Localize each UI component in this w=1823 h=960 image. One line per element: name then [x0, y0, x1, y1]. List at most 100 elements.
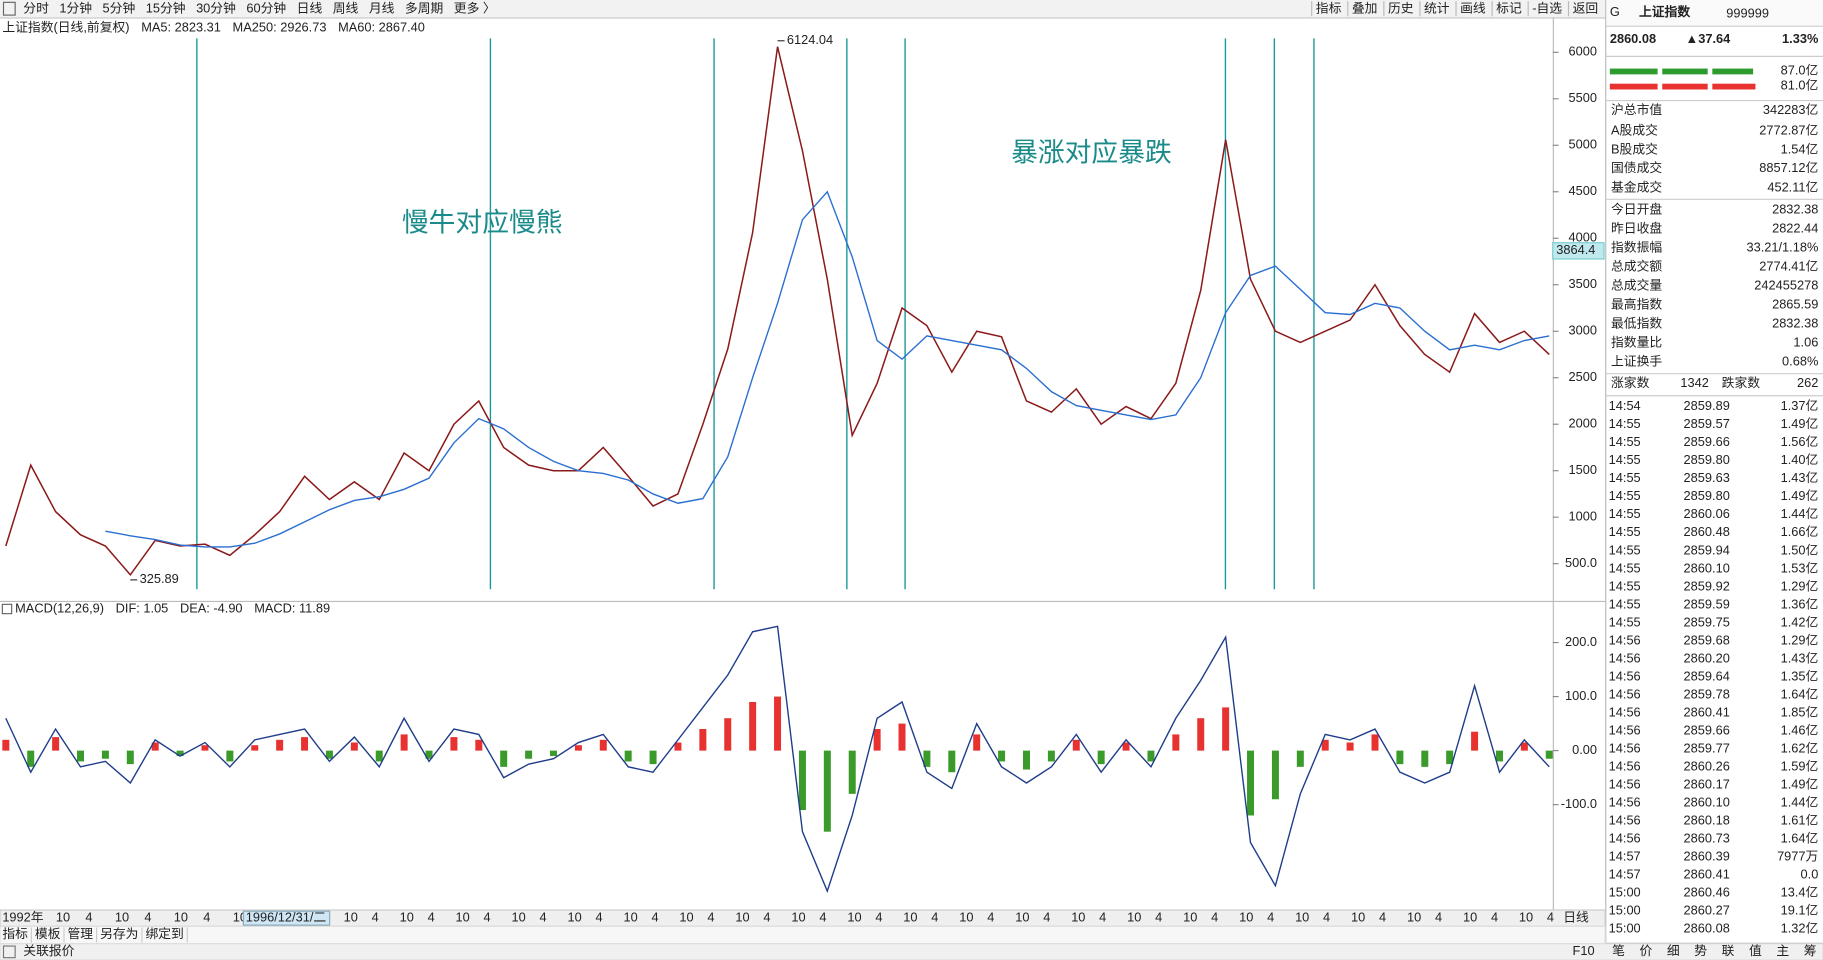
tick-price: 2860.41 [1684, 867, 1730, 882]
period-tab[interactable]: 5分钟 [103, 1, 136, 16]
macd-bar [77, 750, 85, 762]
tool-button[interactable]: 历史 [1388, 1, 1414, 16]
stat-value: 452.11亿 [1767, 180, 1818, 195]
macd-bar [898, 723, 906, 751]
tick-volume: 1.59亿 [1781, 758, 1819, 773]
period-tab[interactable]: 30分钟 [196, 1, 236, 16]
tick-volume: 1.49亿 [1781, 488, 1819, 503]
x-tick-label: 10 [791, 910, 805, 925]
tick-time: 14:56 [1609, 831, 1641, 846]
bottom-tab[interactable]: 管理 [67, 926, 93, 941]
macd-bar [1520, 742, 1528, 751]
macd-bar [1446, 750, 1454, 765]
y-tick-label: 4000 [1569, 230, 1597, 245]
y-tick-label: 5000 [1569, 137, 1597, 152]
macd-bar [1147, 750, 1155, 762]
x-tick-label: 4 [1211, 910, 1218, 925]
macd-bar [1296, 750, 1304, 767]
status-key[interactable]: F10 [1573, 943, 1595, 958]
flow-label: 87.0亿 [1781, 62, 1819, 77]
tool-button[interactable]: 标记 [1496, 1, 1522, 16]
period-tab[interactable]: 60分钟 [246, 1, 286, 16]
toolbar-icon[interactable] [2, 1, 16, 16]
bottom-tab[interactable]: 另存为 [100, 926, 138, 941]
period-tab[interactable]: 1分钟 [59, 1, 92, 16]
macd-bar [375, 750, 383, 762]
breadth-label: 涨家数 [1611, 375, 1650, 390]
tick-time: 14:54 [1609, 398, 1641, 413]
stat-label: 指数量比 [1611, 334, 1662, 349]
x-tick-label: 4 [1099, 910, 1106, 925]
quote-price: 2860.08 [1610, 31, 1656, 46]
indicator: MA5: 2823.31 [141, 19, 221, 34]
tool-button[interactable]: 叠加 [1352, 1, 1378, 16]
tool-button[interactable]: 统计 [1424, 1, 1450, 16]
macd-icon [1, 603, 13, 615]
x-tick-label: 10 [1183, 910, 1197, 925]
tool-button[interactable]: 返回 [1573, 1, 1599, 16]
macd-bar [201, 745, 209, 751]
tick-volume: 1.43亿 [1781, 650, 1819, 665]
macd-bar [301, 737, 309, 751]
stat-label: 沪总市值 [1611, 102, 1662, 117]
tick-price: 2859.78 [1684, 686, 1730, 701]
tool-button[interactable]: 指标 [1316, 1, 1342, 16]
tick-volume: 1.44亿 [1781, 506, 1819, 521]
tick-volume: 13.4亿 [1781, 885, 1819, 900]
tick-volume: 0.0 [1801, 867, 1819, 882]
x-tick-label: 10 [903, 910, 917, 925]
tool-button[interactable]: 画线 [1460, 1, 1486, 16]
y-tick-label: 200.0 [1565, 634, 1597, 649]
quote-tab[interactable]: 笔 [1612, 943, 1625, 958]
bottom-tab[interactable]: 绑定到 [145, 926, 183, 941]
bottom-tab[interactable]: 指标 [2, 926, 28, 941]
tick-volume: 1.37亿 [1781, 398, 1819, 413]
macd-bar [251, 745, 259, 751]
y-tick-label: 6000 [1569, 44, 1597, 59]
tick-time: 14:55 [1609, 542, 1641, 557]
stat-value: 2832.38 [1772, 315, 1818, 330]
tick-volume: 1.35亿 [1781, 668, 1819, 683]
y-tick-label: 5500 [1569, 90, 1597, 105]
period-tab[interactable]: 周线 [333, 1, 359, 16]
stat-value: 0.68% [1782, 353, 1818, 368]
period-tab[interactable]: 多周期 [405, 1, 443, 16]
tool-button[interactable]: -自选 [1532, 1, 1562, 16]
quote-tab[interactable]: 筹 [1804, 943, 1817, 958]
period-tab[interactable]: 月线 [369, 1, 395, 16]
x-tick-label: 4 [85, 910, 92, 925]
x-tick-label: 4 [1267, 910, 1274, 925]
chart-title: MACD(12,26,9) [15, 600, 104, 615]
tick-price: 2860.10 [1684, 794, 1730, 809]
x-tick-label: 4 [540, 910, 547, 925]
macd-bar [101, 750, 109, 759]
x-tick-label: 4 [763, 910, 770, 925]
bottom-tab[interactable]: 模板 [35, 926, 61, 941]
tick-price: 2860.48 [1684, 524, 1730, 539]
quote-pct: 1.33% [1782, 31, 1819, 46]
macd-bar [126, 750, 134, 765]
quote-tab[interactable]: 值 [1749, 943, 1762, 958]
period-tab[interactable]: 分时 [23, 1, 49, 16]
macd-bar [325, 750, 333, 759]
quote-tab[interactable]: 细 [1667, 943, 1680, 958]
quote-tab[interactable]: 主 [1776, 943, 1789, 958]
quote-tab[interactable]: 价 [1640, 943, 1653, 958]
status-icon[interactable] [2, 945, 16, 959]
y-tick-label: 2500 [1569, 369, 1597, 384]
quote-tab[interactable]: 联 [1722, 943, 1735, 958]
tick-time: 15:00 [1609, 921, 1641, 936]
tick-time: 14:56 [1609, 704, 1641, 719]
tick-volume: 1.49亿 [1781, 776, 1819, 791]
period-tab[interactable]: 15分钟 [146, 1, 186, 16]
tick-time: 14:57 [1609, 867, 1641, 882]
period-tab[interactable]: 更多 〉 [454, 1, 496, 16]
quote-tab[interactable]: 势 [1694, 943, 1707, 958]
x-tick-label: 10 [400, 910, 414, 925]
y-tick-label: 1500 [1569, 462, 1597, 477]
period-tab[interactable]: 日线 [297, 1, 323, 16]
price-marker-label: 3864.4 [1556, 242, 1595, 257]
toolbar-bg [0, 0, 1606, 18]
price-line [105, 190, 1550, 548]
